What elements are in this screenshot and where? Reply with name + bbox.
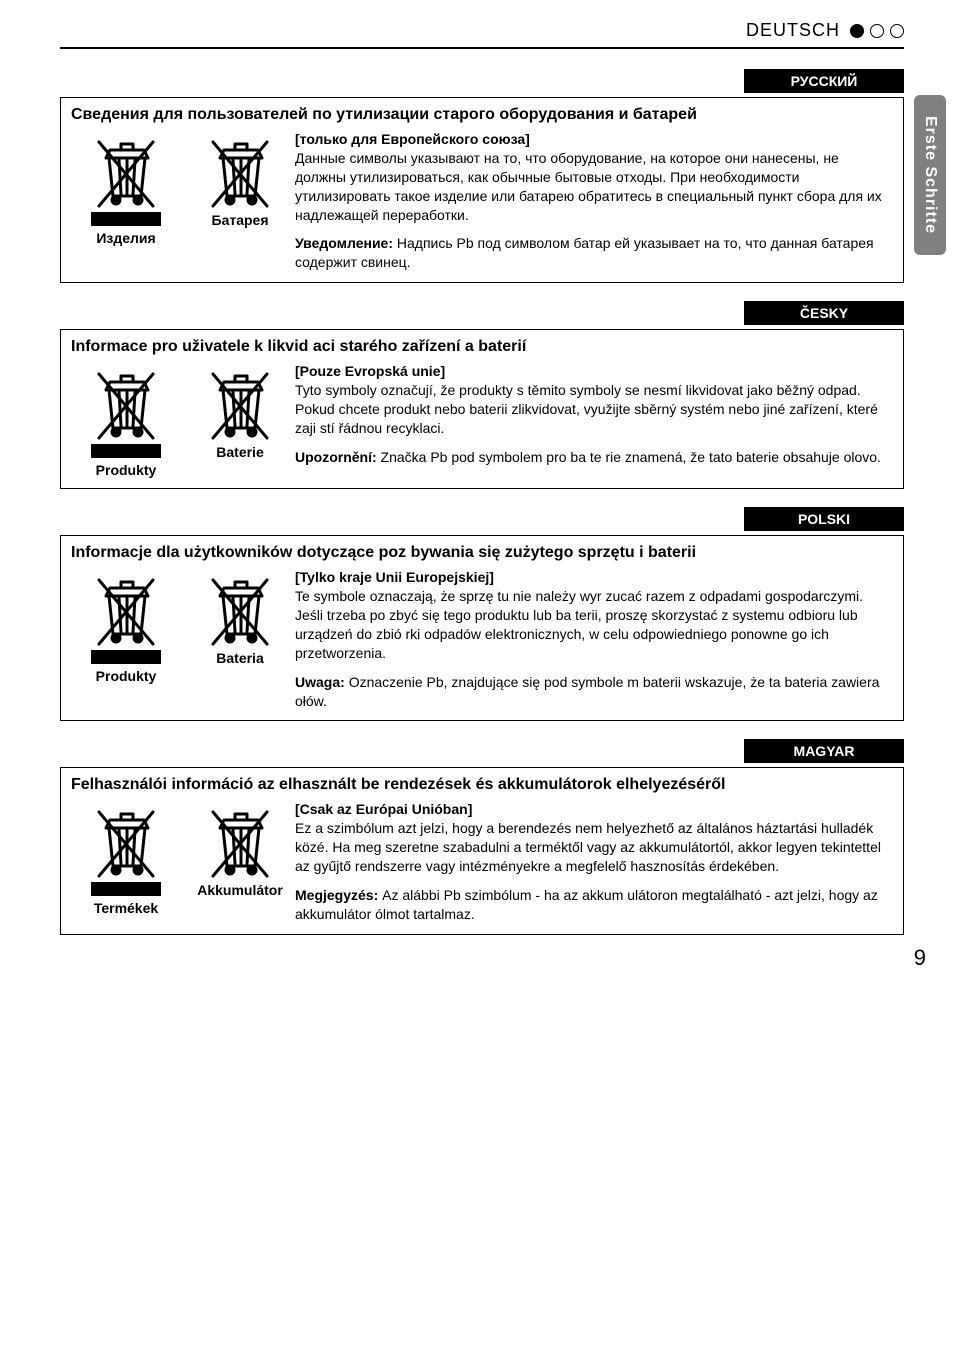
disposal-info-section: Сведения для пользователей по утилизации… [60, 97, 904, 283]
crossed-bin-icon [205, 130, 275, 210]
text-column: [Pouze Evropská unie]Tyto symboly označu… [295, 362, 893, 478]
battery-caption: Bateria [216, 650, 263, 666]
page-number: 9 [914, 945, 926, 971]
disposal-info-section: Felhasználói információ az elhasznált be… [60, 767, 904, 934]
icons-column: Produkty Bateria [71, 568, 285, 710]
products-caption: Produkty [96, 668, 157, 684]
battery-caption: Батарея [212, 212, 269, 228]
icons-column: Изделия Батарея [71, 130, 285, 272]
notice: Uwaga: Oznaczenie Pb, znajdujące się pod… [295, 673, 893, 711]
disposal-info-section: Informacje dla użytkowników dotyczące po… [60, 535, 904, 721]
products-icon-block: Produkty [71, 362, 181, 478]
notice: Уведомление: Надпись Pb под символом бат… [295, 234, 893, 272]
notice-text: Značka Pb pod symbolem pro ba te rie zna… [381, 449, 881, 465]
page-indicator-dots [850, 24, 904, 38]
language-label: MAGYAR [744, 739, 904, 763]
side-tab: Erste Schritte [914, 95, 946, 255]
crossed-bin-icon [205, 568, 275, 648]
battery-caption: Baterie [216, 444, 263, 460]
body-text: Tyto symboly označují, že produkty s těm… [295, 381, 893, 438]
notice-label: Уведомление: [295, 235, 397, 251]
section-title: Informace pro uživatele k likvid aci sta… [71, 338, 893, 356]
crossed-bin-icon [91, 800, 161, 880]
language-label: ČESKY [744, 301, 904, 325]
black-bar [91, 212, 161, 226]
battery-icon-block: Bateria [195, 568, 285, 666]
products-icon-block: Termékek [71, 800, 181, 916]
notice: Megjegyzés: Az alábbi Pb szimbólum - ha … [295, 886, 893, 924]
text-column: [Csak az Európai Unióban]Ez a szimbólum … [295, 800, 893, 923]
crossed-bin-icon [205, 800, 275, 880]
battery-icon-block: Батарея [195, 130, 285, 228]
battery-icon-block: Akkumulátor [195, 800, 285, 898]
products-icon-block: Produkty [71, 568, 181, 684]
language-label: РУССКИЙ [744, 69, 904, 93]
crossed-bin-icon [91, 362, 161, 442]
battery-caption: Akkumulátor [197, 882, 283, 898]
section-title: Felhasználói információ az elhasznált be… [71, 776, 893, 794]
products-caption: Produkty [96, 462, 157, 478]
region-subhead: [Csak az Európai Unióban] [295, 800, 893, 819]
language-label: POLSKI [744, 507, 904, 531]
section-title: Сведения для пользователей по утилизации… [71, 106, 893, 124]
products-icon-block: Изделия [71, 130, 181, 246]
battery-icon-block: Baterie [195, 362, 285, 460]
products-caption: Termékek [94, 900, 158, 916]
body-text: Ez a szimbólum azt jelzi, hogy a berende… [295, 819, 893, 876]
region-subhead: [Pouze Evropská unie] [295, 362, 893, 381]
black-bar [91, 650, 161, 664]
section-title: Informacje dla użytkowników dotyczące po… [71, 544, 893, 562]
disposal-info-section: Informace pro uživatele k likvid aci sta… [60, 329, 904, 489]
dot-3 [890, 24, 904, 38]
region-subhead: [Tylko kraje Unii Europejskiej] [295, 568, 893, 587]
crossed-bin-icon [91, 568, 161, 648]
black-bar [91, 444, 161, 458]
header-language: DEUTSCH [746, 20, 840, 41]
page-header: DEUTSCH [60, 20, 904, 49]
dot-2 [870, 24, 884, 38]
products-caption: Изделия [96, 230, 155, 246]
dot-1 [850, 24, 864, 38]
notice-text: Az alábbi Pb szimbólum - ha az akkum ulá… [295, 887, 878, 922]
body-text: Данные символы указывают на то, что обор… [295, 149, 893, 225]
icons-column: Produkty Baterie [71, 362, 285, 478]
notice-label: Megjegyzés: [295, 887, 382, 903]
text-column: [Tylko kraje Unii Europejskiej]Te symbol… [295, 568, 893, 710]
notice: Upozornění: Značka Pb pod symbolem pro b… [295, 448, 893, 467]
notice-label: Upozornění: [295, 449, 381, 465]
notice-label: Uwaga: [295, 674, 349, 690]
body-text: Te symbole oznaczają, że sprzę tu nie na… [295, 587, 893, 663]
black-bar [91, 882, 161, 896]
notice-text: Oznaczenie Pb, znajdujące się pod symbol… [295, 674, 879, 709]
text-column: [только для Европейского союза]Данные си… [295, 130, 893, 272]
crossed-bin-icon [205, 362, 275, 442]
crossed-bin-icon [91, 130, 161, 210]
icons-column: Termékek Akkumulátor [71, 800, 285, 923]
region-subhead: [только для Европейского союза] [295, 130, 893, 149]
